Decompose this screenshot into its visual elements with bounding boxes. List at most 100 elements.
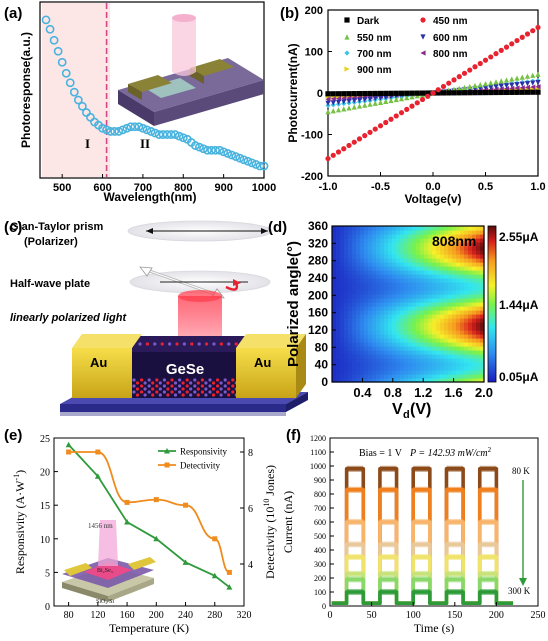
panel-d-cell [448,314,453,319]
panel-d-cell [468,306,473,311]
panel-d-cell [372,310,377,315]
panel-d-cell [412,262,417,267]
panel-d-cell [464,290,469,295]
panel-d-cell [460,274,465,279]
panel-d-cell [364,238,369,243]
panel-d-cell [448,318,453,323]
panel-d-cell [444,298,449,303]
panel-d-cell [452,254,457,259]
panel-d-cell [452,362,457,367]
colorbar-min-label: 0.05μA [499,370,539,384]
panel-d-cell [380,326,385,331]
panel-a-point [130,122,140,132]
panel-d-cell [364,262,369,267]
panel-b-point [325,109,331,115]
panel-f-pulse [479,576,497,583]
panel-d-cell [372,342,377,347]
panel-b-point [456,74,462,80]
gese-atom [151,381,155,385]
panel-d-cell [336,374,341,379]
panel-d-cell [376,330,381,335]
panel-d-cell [436,342,441,347]
inset-e-flake [84,562,132,580]
panel-d-cell [404,338,409,343]
panel-d-cell [352,302,357,307]
panel-d-cell [332,318,337,323]
panel-d-cell [476,242,481,247]
panel-d-cell [376,270,381,275]
panel-a-point [235,153,245,163]
panel-d-cell [480,242,485,247]
panel-d-cell [340,370,345,375]
panel-a-point [98,123,107,133]
panel-d-cell [448,366,453,371]
panel-d-cell [356,334,361,339]
panel-b-point [461,70,468,76]
panel-e-point [95,449,101,455]
panel-d-cell [376,234,381,239]
panel-b-point [535,71,541,77]
panel-d-cell [468,254,473,259]
inset-e-base-front [108,578,154,602]
panel-d-cell [336,318,341,323]
panel-d-cell [384,230,389,235]
panel-d-cell [384,238,389,243]
panel-b-point [488,80,494,86]
panel-d-cell [348,250,353,255]
panel-d-cell [384,370,389,375]
polarizer-label-1: Glan-Taylor prism [10,221,104,233]
panel-d-cell [336,246,341,251]
panel-d-cell [336,242,341,247]
panel-d-cell [440,290,445,295]
panel-d-cell [424,322,429,327]
panel-d-cell [332,294,337,299]
panel-d-cell [404,362,409,367]
panel-d-cell [384,330,389,335]
panel-d-cell [376,246,381,251]
panel-d-cell [380,378,385,383]
panel-d-cell [424,226,429,231]
panel-a-point [227,150,237,160]
panel-d-cell [368,374,373,379]
panel-d-cell [448,258,453,263]
panel-d-cell [396,262,401,267]
panel-d-cell [384,290,389,295]
panel-d-cell [472,302,477,307]
panel-d-cell [332,322,337,327]
panel-d-cell [440,282,445,287]
panel-d-cell [400,350,405,355]
inset-electrode-left [128,75,172,92]
panel-d-cell [456,314,461,319]
gese-atom [147,384,151,388]
panel-d-x-tick-label: 2.0 [475,385,493,400]
panel-d-cell [380,330,385,335]
panel-f-x-tick-label: 0 [328,610,333,621]
panel-d-cell [412,254,417,259]
panel-d-cell [420,230,425,235]
panel-d-cell [380,314,385,319]
panel-d-cell [344,262,349,267]
panel-d-cell [436,250,441,255]
panel-d-cell [416,366,421,371]
panel-d-cell [436,234,441,239]
panel-d-cell [364,346,369,351]
panel-d-cell [368,302,373,307]
panel-d-cell [468,322,473,327]
panel-d-cell [440,266,445,271]
panel-d-cell [376,278,381,283]
panel-d-cell [420,342,425,347]
panel-d-cell [380,370,385,375]
panel-d-cell [400,302,405,307]
panel-b-point [440,83,447,90]
panel-d-cell [464,354,469,359]
panel-d-cell [368,254,373,259]
panel-d-tag: (d) [268,219,287,236]
panel-d-cell [436,310,441,315]
panel-d-cell [368,346,373,351]
gese-atom [175,342,179,346]
panel-d-cell [476,282,481,287]
panel-f-pulse [446,554,464,560]
panel-d-cell [416,226,421,231]
panel-d-cell [468,302,473,307]
